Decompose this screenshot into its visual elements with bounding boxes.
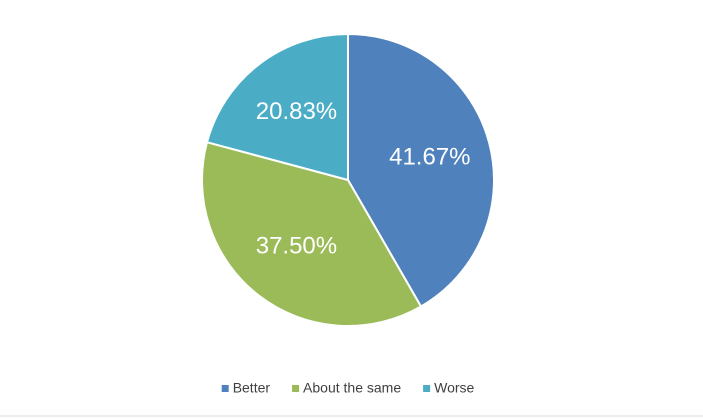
legend-label: About the same bbox=[303, 380, 401, 396]
pie-slice bbox=[201, 140, 423, 327]
legend-marker bbox=[292, 385, 300, 392]
value-label: 20.83% bbox=[256, 98, 337, 125]
value-label: 37.50% bbox=[256, 233, 337, 260]
legend-marker bbox=[221, 385, 229, 392]
legend-marker bbox=[423, 385, 431, 392]
pie-slice bbox=[347, 32, 495, 308]
value-label: 41.67% bbox=[389, 143, 470, 170]
legend: Better About the same Worse bbox=[221, 380, 475, 396]
pie-slice bbox=[205, 32, 349, 182]
legend-label: Better bbox=[233, 380, 271, 396]
legend-label: Worse bbox=[434, 380, 474, 396]
